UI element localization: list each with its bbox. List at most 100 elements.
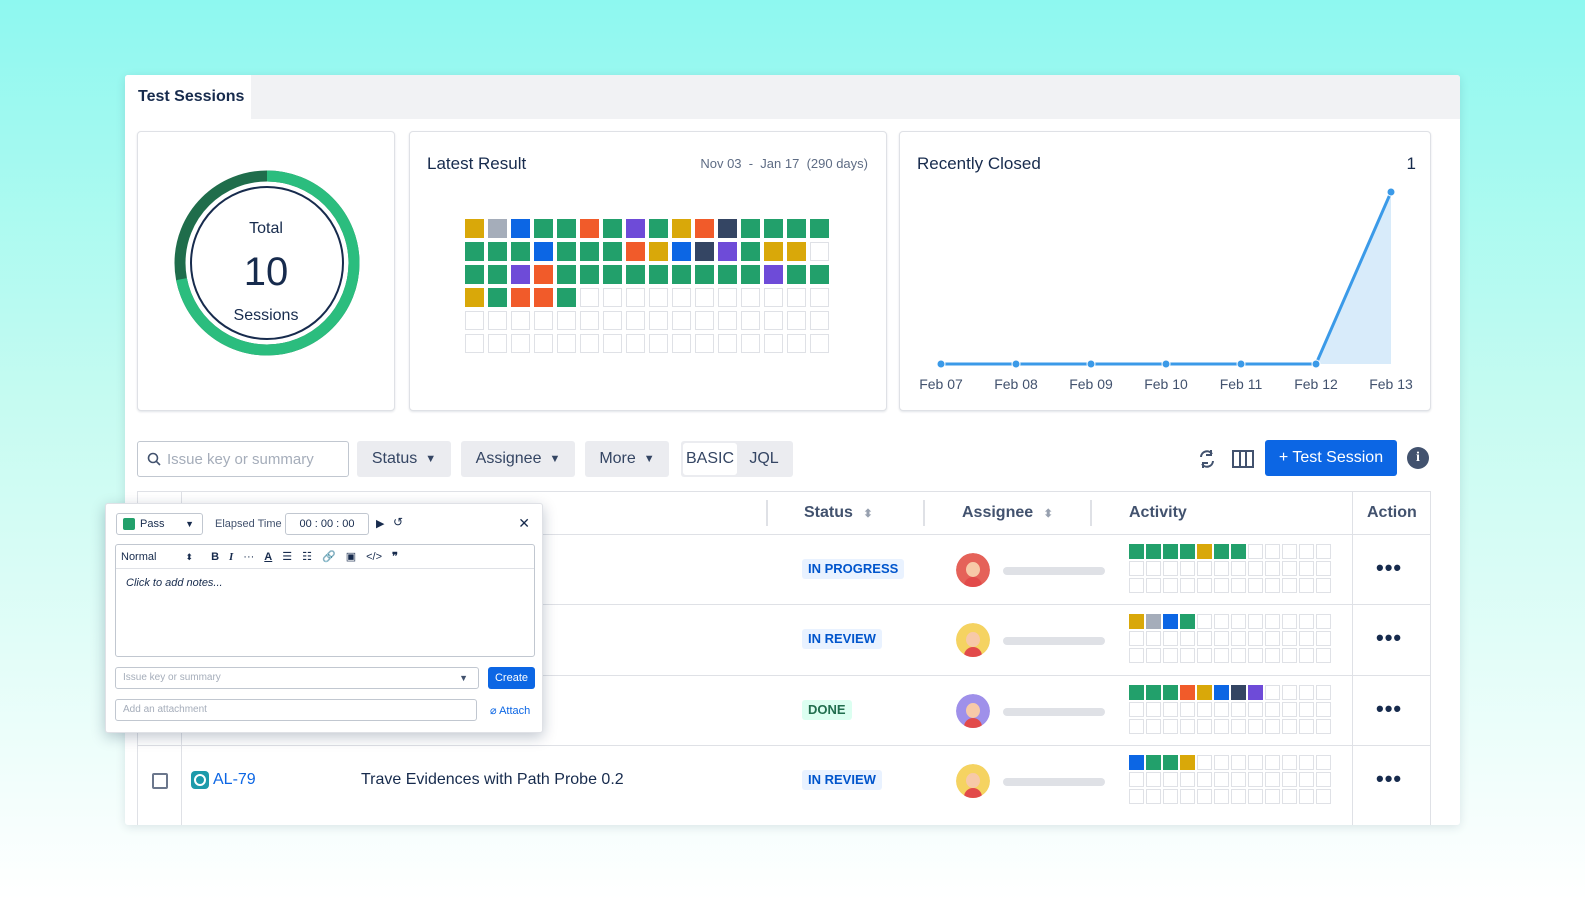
text-color-icon[interactable]: A (264, 550, 273, 563)
result-select[interactable]: Pass ▼ (116, 513, 203, 535)
row-actions-button[interactable]: ••• (1376, 625, 1403, 650)
heatmap-cell (488, 288, 507, 307)
table-row[interactable]: DONE ••• (138, 675, 1430, 745)
heatmap-cell (649, 311, 668, 330)
assignee-column-header[interactable]: Assignee ⬍ (962, 492, 1053, 534)
bold-icon[interactable]: B (211, 550, 220, 563)
numbered-list-icon[interactable]: ☷ (302, 551, 312, 563)
table-row[interactable]: IN REVIEW ••• (138, 604, 1430, 674)
table-row[interactable]: IN PROGRESS ••• (138, 534, 1430, 604)
issue-search-input[interactable]: Issue key or summary ▼ (115, 667, 479, 689)
issue-key-link[interactable]: AL-79 (213, 771, 256, 788)
more-icon[interactable]: ··· (243, 550, 255, 563)
quote-icon[interactable]: ❞ (392, 551, 398, 563)
heatmap-cell (672, 242, 691, 261)
activity-cell (1231, 755, 1246, 770)
heatmap-cell (741, 265, 760, 284)
bullet-list-icon[interactable]: ☰ (282, 551, 293, 563)
elapsed-timer[interactable]: 00 : 00 : 00 (285, 513, 369, 535)
activity-row (1129, 578, 1333, 595)
action-column-divider (1352, 492, 1353, 825)
column-resizer[interactable] (766, 500, 768, 526)
sessions-table: Status ⬍ Assignee ⬍ Activity Action IN P… (137, 491, 1431, 825)
activity-cell (1214, 772, 1229, 787)
status-filter[interactable]: Status ▼ (357, 441, 451, 477)
action-column-header: Action (1367, 504, 1417, 521)
heatmap-cell (810, 265, 829, 284)
activity-cell (1163, 772, 1178, 787)
notes-editor[interactable]: Normal ⬍ B I ··· A ☰ ☷ 🔗 ▣ </> ❞ Click t… (115, 544, 535, 657)
search-input[interactable] (167, 450, 337, 468)
activity-cell (1163, 578, 1178, 593)
columns-icon[interactable] (1229, 445, 1257, 473)
heatmap-cell (580, 288, 599, 307)
x-tick-label: Feb 10 (1144, 376, 1188, 392)
info-icon[interactable]: i (1407, 447, 1429, 469)
activity-cell (1299, 578, 1314, 593)
image-icon[interactable]: ▣ (345, 551, 357, 563)
pass-status-swatch (123, 518, 135, 530)
assignee-name-placeholder (1003, 778, 1105, 786)
chart-area (941, 192, 1391, 364)
heatmap-cell (580, 219, 599, 238)
heatmap-cell (511, 288, 530, 307)
activity-cell (1265, 544, 1280, 559)
text-format-select[interactable]: Normal ⬍ (121, 551, 203, 563)
code-icon[interactable]: </> (366, 550, 383, 563)
activity-cell (1180, 702, 1195, 717)
row-actions-button[interactable]: ••• (1376, 766, 1403, 791)
tab-test-sessions[interactable]: Test Sessions (125, 75, 251, 119)
heatmap-cell (695, 242, 714, 261)
total-label: Total (249, 220, 283, 237)
heatmap-cell (787, 242, 806, 261)
activity-cell (1248, 789, 1263, 804)
heatmap-cell (488, 334, 507, 353)
heatmap-row (465, 219, 833, 242)
activity-cell (1129, 719, 1144, 734)
column-resizer[interactable] (923, 500, 925, 526)
italic-icon[interactable]: I (229, 550, 234, 563)
add-test-session-button[interactable]: + Test Session (1265, 440, 1397, 476)
row-actions-button[interactable]: ••• (1376, 696, 1403, 721)
row-checkbox[interactable] (152, 773, 168, 789)
activity-cell (1197, 789, 1212, 804)
activity-cell (1214, 755, 1229, 770)
heatmap-cell (741, 334, 760, 353)
heatmap-cell (626, 265, 645, 284)
create-issue-button[interactable]: Create (488, 667, 535, 689)
activity-cell (1265, 631, 1280, 646)
heatmap-cell (695, 265, 714, 284)
attachment-input[interactable]: Add an attachment (115, 699, 477, 721)
heatmap-cell (810, 288, 829, 307)
activity-cell (1146, 631, 1161, 646)
heatmap-cell (718, 219, 737, 238)
activity-cell (1299, 631, 1314, 646)
basic-mode-button[interactable]: BASIC (683, 443, 737, 475)
close-icon[interactable]: ✕ (518, 515, 530, 531)
notes-placeholder: Click to add notes... (126, 577, 223, 589)
search-field[interactable] (137, 441, 349, 477)
activity-cell (1180, 544, 1195, 559)
assignee-filter[interactable]: Assignee ▼ (461, 441, 575, 477)
activity-cell (1180, 719, 1195, 734)
heatmap-cell (787, 219, 806, 238)
activity-column-header: Activity (1129, 504, 1187, 521)
play-icon[interactable]: ▶ (376, 518, 385, 530)
more-filter[interactable]: More ▼ (585, 441, 669, 477)
sort-icon: ⬍ (1043, 508, 1053, 520)
column-resizer[interactable] (1090, 500, 1092, 526)
latest-result-title: Latest Result (427, 154, 527, 173)
status-column-header[interactable]: Status ⬍ (804, 492, 873, 534)
jql-mode-button[interactable]: JQL (749, 450, 779, 467)
row-actions-button[interactable]: ••• (1376, 555, 1403, 580)
activity-cell (1197, 648, 1212, 663)
activity-grid (1129, 614, 1333, 665)
activity-cell (1129, 614, 1144, 629)
attach-button[interactable]: ⌀ Attach (490, 704, 530, 717)
status-badge: IN PROGRESS (802, 559, 905, 579)
activity-cell (1180, 631, 1195, 646)
reset-icon[interactable]: ↺ (393, 515, 404, 529)
refresh-icon[interactable] (1193, 445, 1221, 473)
table-row[interactable]: AL-79 Trave Evidences with Path Probe 0.2… (138, 745, 1430, 815)
link-icon[interactable]: 🔗 (322, 551, 336, 563)
